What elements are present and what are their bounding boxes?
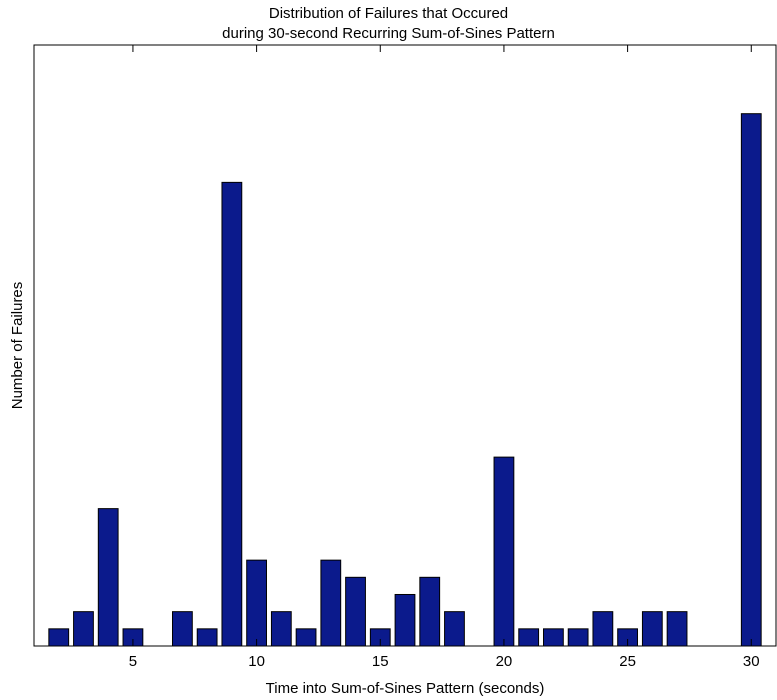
bar-2 <box>48 628 70 647</box>
x-tick-label-25: 25 <box>619 653 636 670</box>
chart-title-line-2: during 30-second Recurring Sum-of-Sines … <box>222 25 555 42</box>
bar-16 <box>394 593 416 647</box>
bar-24 <box>592 611 614 647</box>
bar-30 <box>740 113 762 647</box>
bar-14 <box>345 576 366 647</box>
x-tick-label-20: 20 <box>496 653 513 670</box>
bar-4 <box>97 508 119 647</box>
x-ticks-group: 5 10 15 20 25 30 <box>129 45 760 670</box>
bar-9 <box>221 181 243 647</box>
bar-7 <box>172 611 193 647</box>
bar-27 <box>666 611 688 647</box>
bar-22 <box>543 628 564 647</box>
plot-frame <box>33 44 777 647</box>
bar-3 <box>73 611 94 647</box>
bars-group <box>48 113 762 647</box>
y-axis-label: Number of Failures <box>9 282 26 410</box>
bar-20 <box>493 456 515 647</box>
x-tick-label-5: 5 <box>129 653 137 670</box>
bar-8 <box>196 628 218 647</box>
chart-title-line-1: Distribution of Failures that Occured <box>268 5 509 22</box>
x-tick-label-10: 10 <box>248 653 265 670</box>
bar-18 <box>444 611 465 647</box>
chart-title: Distribution of Failures that Occured du… <box>0 4 777 44</box>
bar-10 <box>246 559 267 647</box>
x-tick-label-15: 15 <box>372 653 389 670</box>
bar-23 <box>567 628 589 647</box>
bar-26 <box>641 611 663 647</box>
x-tick-label-30: 30 <box>743 653 760 670</box>
bar-17 <box>419 576 441 647</box>
bar-12 <box>295 628 317 647</box>
bar-13 <box>320 559 342 647</box>
bar-11 <box>270 611 292 647</box>
x-axis-label: Time into Sum-of-Sines Pattern (seconds) <box>266 680 545 697</box>
bar-21 <box>518 628 540 647</box>
